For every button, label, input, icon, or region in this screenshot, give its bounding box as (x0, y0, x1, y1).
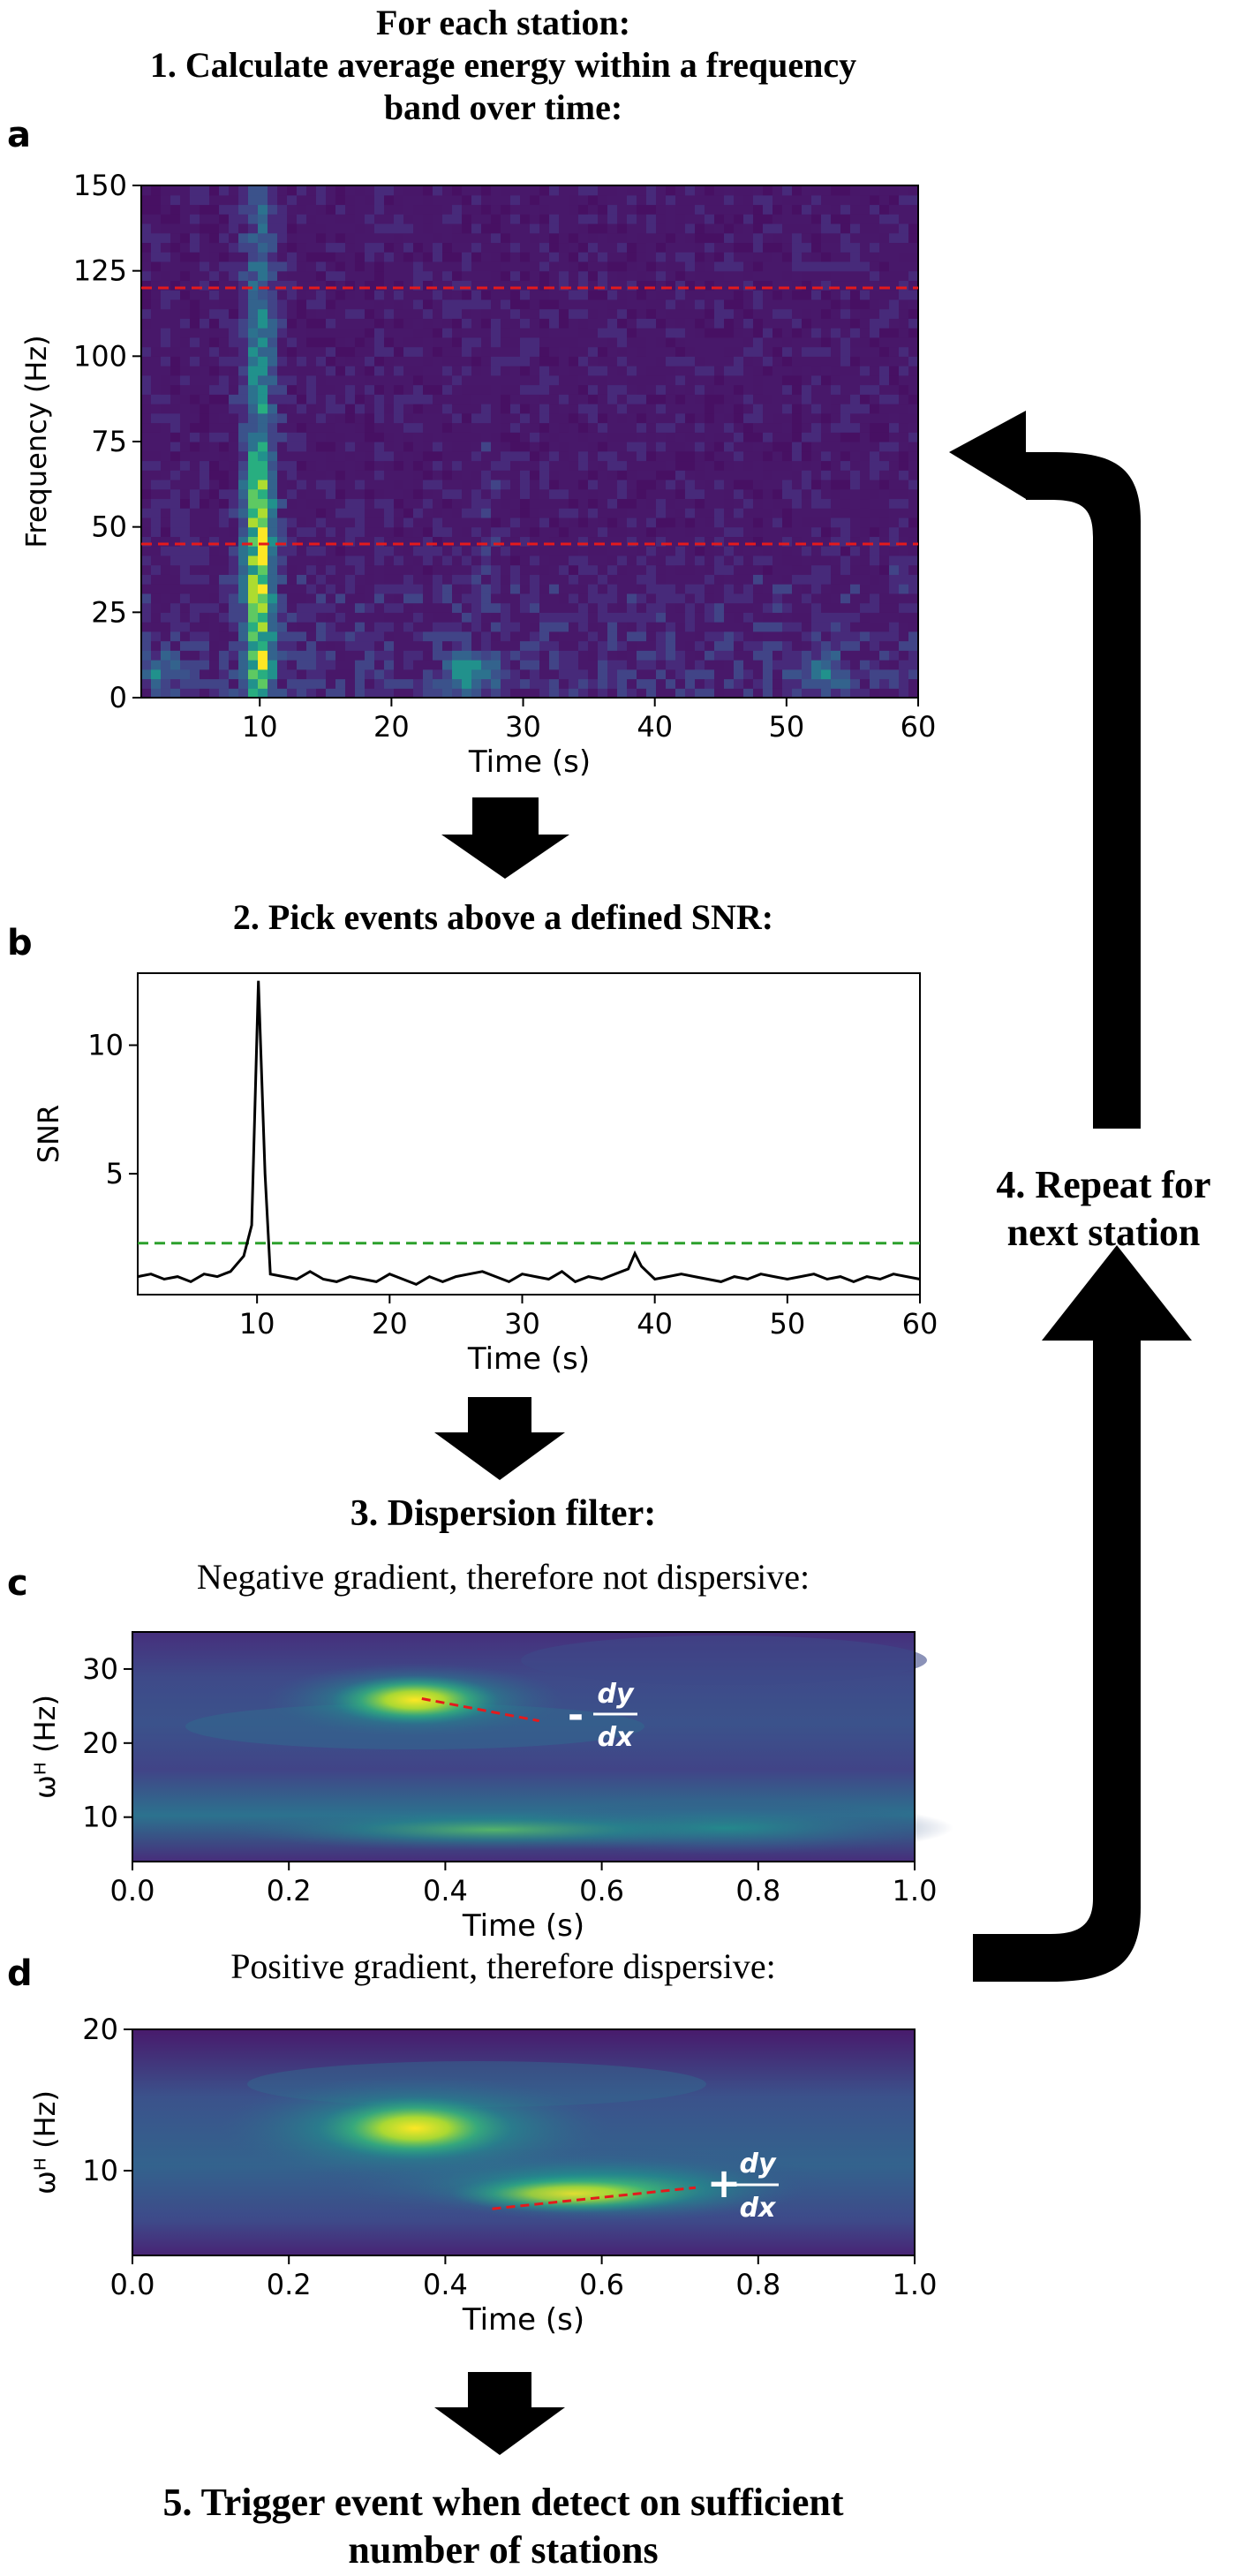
gradient-dashed-line (492, 2186, 697, 2210)
x-tick-label: 60 (902, 1307, 938, 1341)
x-tick-label: 0.0 (110, 2268, 155, 2301)
x-tick-label: 50 (768, 710, 804, 744)
x-tick-label: 0.0 (110, 1874, 155, 1907)
y-tick-label: 10 (82, 1801, 118, 1834)
x-tick-label: 0.6 (579, 2268, 624, 2301)
step4-title-line2: next station (1006, 1211, 1201, 1254)
x-tick-label: 0.2 (267, 1874, 312, 1907)
positive-sign: + (707, 2159, 742, 2207)
x-axis-label: Time (s) (467, 1341, 590, 1377)
caption-d: Positive gradient, therefore dispersive: (230, 1946, 776, 1986)
panel-b-snr-plot: 5 10 10 20 30 40 50 60 SNR Time (s) (32, 972, 938, 1377)
step5-title-line1: 5. Trigger event when detect on sufficie… (162, 2481, 844, 2524)
x-tick-label: 60 (901, 710, 937, 744)
negative-sign: - (568, 1693, 584, 1738)
down-arrow-3 (434, 2372, 565, 2455)
x-tick-label: 10 (242, 710, 278, 744)
step1-title-line1: 1. Calculate average energy within a fre… (149, 45, 857, 85)
x-tick-label: 10 (239, 1307, 275, 1341)
x-axis-label: Time (s) (462, 2302, 584, 2338)
y-tick-label: 10 (82, 2154, 118, 2187)
wavelet-image (132, 2029, 915, 2255)
x-tick-label: 0.8 (735, 1874, 780, 1907)
panel-letter-a: a (7, 115, 31, 155)
y-tick-label: 150 (73, 169, 127, 202)
panel-letter-d: d (7, 1953, 33, 1994)
snr-series-line (137, 980, 921, 1287)
axes-frame (137, 972, 921, 1296)
axes-frame (132, 1631, 916, 1862)
x-tick-label: 20 (372, 1307, 408, 1341)
step3-title: 3. Dispersion filter: (350, 1493, 657, 1534)
step1-title-line2: band over time: (383, 87, 623, 127)
y-tick-label: 20 (82, 1726, 118, 1760)
y-axis-label: ωᴴ (Hz) (28, 2090, 62, 2195)
y-tick-label: 5 (106, 1157, 124, 1190)
caption-c: Negative gradient, therefore not dispers… (196, 1557, 810, 1597)
panel-a-spectrogram: 0 25 50 75 100 125 150 10 20 30 40 50 60 Frequency … (19, 169, 936, 780)
gradient-dashed-line (421, 1697, 539, 1723)
axes-frame (132, 2028, 916, 2256)
spectrogram-cells (141, 185, 919, 699)
panel-letter-c: c (7, 1563, 28, 1604)
step4-title-line1: 4. Repeat for (996, 1163, 1211, 1206)
y-tick-label: 10 (87, 1029, 124, 1062)
x-tick-label: 0.6 (579, 1874, 624, 1907)
y-axis-label: ωᴴ (Hz) (28, 1695, 62, 1799)
derivative-denominator: dx (740, 2193, 777, 2224)
panel-c-wavelet-plot: 10 20 30 0.0 0.2 0.4 0.6 0.8 1.0 ωᴴ (Hz) Time (… (28, 1631, 953, 1944)
x-axis-label: Time (s) (462, 1908, 584, 1944)
repeat-loop-arrow-lower (973, 1245, 1192, 1982)
y-axis-label: Frequency (Hz) (19, 335, 53, 548)
step2-title: 2. Pick events above a defined SNR: (232, 897, 774, 937)
y-tick-label: 125 (73, 254, 127, 288)
x-tick-label: 20 (373, 710, 410, 744)
header-title: For each station: (375, 3, 631, 42)
panel-letter-b: b (7, 923, 33, 963)
x-tick-label: 30 (504, 1307, 540, 1341)
x-tick-label: 50 (769, 1307, 805, 1341)
y-tick-label: 20 (82, 2013, 118, 2046)
derivative-numerator: dy (597, 1679, 634, 1710)
x-tick-label: 0.8 (735, 2268, 780, 2301)
x-tick-label: 0.4 (423, 2268, 468, 2301)
x-tick-label: 0.2 (267, 2268, 312, 2301)
down-arrow-1 (441, 797, 569, 879)
x-tick-label: 30 (505, 710, 541, 744)
wavelet-image (132, 1632, 953, 1862)
y-axis-label: SNR (32, 1105, 65, 1163)
x-tick-label: 1.0 (893, 1874, 938, 1907)
x-tick-label: 0.4 (423, 1874, 468, 1907)
derivative-numerator: dy (739, 2149, 776, 2179)
y-tick-label: 30 (82, 1652, 118, 1686)
y-tick-label: 100 (73, 339, 127, 373)
derivative-denominator: dx (598, 1722, 635, 1753)
down-arrow-2 (434, 1397, 565, 1480)
y-tick-label: 0 (109, 681, 127, 714)
repeat-loop-arrow-upper (949, 411, 1141, 1129)
x-tick-label: 40 (637, 1307, 673, 1341)
panel-d-wavelet-plot: 10 20 0.0 0.2 0.4 0.6 0.8 1.0 ωᴴ (Hz) Time (s)… (28, 2013, 937, 2338)
x-tick-label: 1.0 (893, 2268, 938, 2301)
x-tick-label: 40 (637, 710, 673, 744)
y-tick-label: 25 (91, 595, 127, 629)
y-tick-label: 50 (91, 510, 127, 544)
y-tick-label: 75 (91, 425, 127, 458)
step5-title-line2: number of stations (348, 2528, 659, 2572)
x-axis-label: Time (s) (468, 744, 591, 780)
